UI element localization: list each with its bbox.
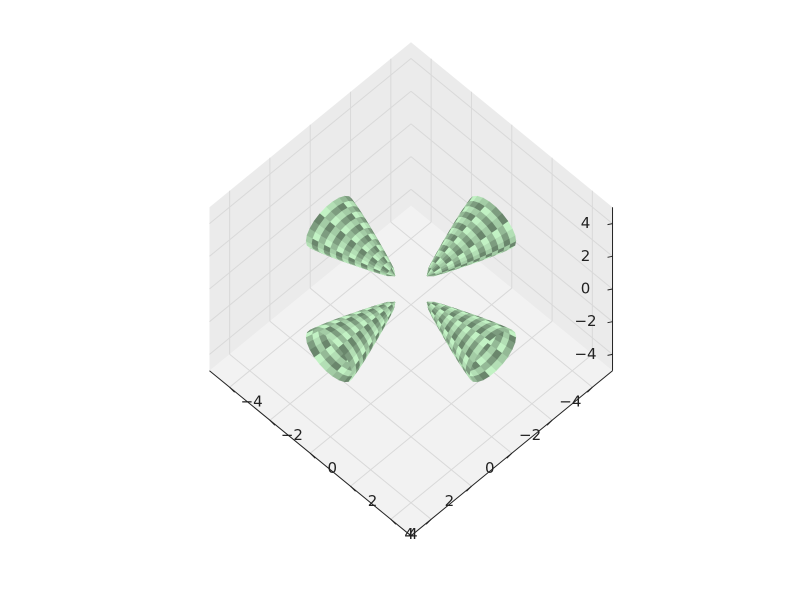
z-axis-0-label: −4	[574, 345, 596, 363]
z-axis-4-label: 4	[581, 214, 591, 232]
y-axis-4-label: 4	[408, 525, 418, 543]
x-axis-0-label: −4	[559, 393, 581, 411]
y-axis-1-label: −2	[281, 426, 303, 444]
y-axis-3-label: 2	[368, 492, 378, 510]
z-axis-2-label: 0	[581, 280, 591, 298]
z-axis-1-label: −2	[574, 312, 596, 330]
x-axis-3-label: 2	[445, 492, 455, 510]
y-axis-2-label: 0	[327, 459, 337, 477]
x-axis-1-label: −2	[519, 426, 541, 444]
y-axis-0-label: −4	[241, 393, 263, 411]
x-axis-2-label: 0	[485, 459, 495, 477]
z-axis-3-label: 2	[581, 247, 591, 265]
